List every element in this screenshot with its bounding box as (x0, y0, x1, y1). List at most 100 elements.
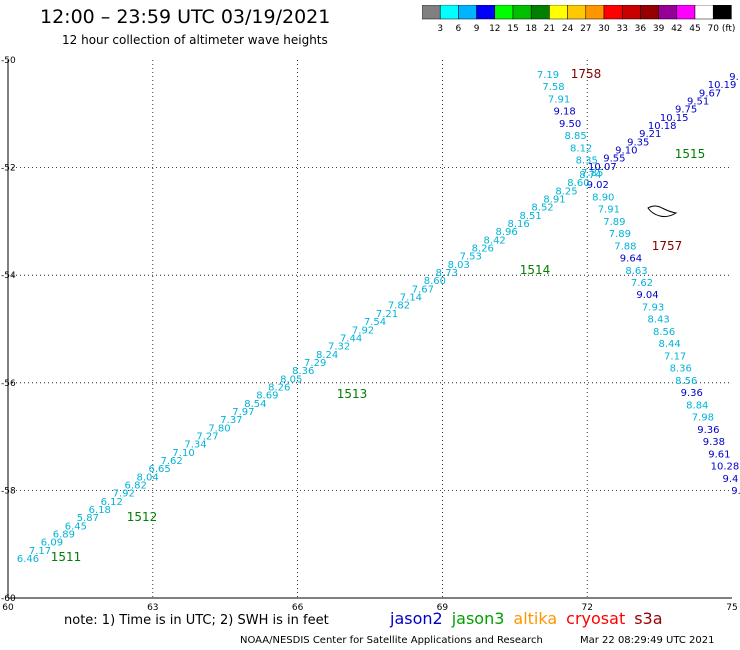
colorbar-label: 39 (653, 24, 665, 34)
colorbar-label: 15 (507, 24, 518, 34)
track-value-cryosat: 8.44 (659, 339, 681, 350)
track-value-jason3: 10.15 (660, 113, 689, 124)
wave-height-map[interactable]: 60 63 66 69 72 75-50-52-54-56-58-607.197.587.… (0, 0, 740, 610)
y-tick-label: -54 (1, 271, 16, 281)
track-value-cryosat: 7.88 (614, 241, 636, 252)
track-value-jason3: 9.10 (615, 146, 637, 157)
track-value-jason3: 9.55 (603, 154, 625, 165)
pass-label: 1512 (127, 510, 158, 524)
track-value-jason3: 6.12 (101, 497, 123, 508)
track-value-cryosat: 7.19 (537, 70, 559, 81)
track-value-cryosat: 9.4 (723, 474, 739, 485)
track-value-jason3: 7.14 (400, 293, 422, 304)
track-value-jason3: 9. (729, 72, 739, 83)
satellite-legend-s3a: s3a (634, 609, 663, 628)
satellite-legend-jason3: jason3 (451, 609, 505, 628)
track-value-cryosat: 9.18 (553, 107, 575, 118)
colorbar-label: 30 (598, 24, 610, 34)
track-value-jason3: 7.44 (340, 333, 362, 344)
track-value-cryosat: 7.93 (642, 302, 664, 313)
track-value-cryosat: 7.89 (609, 229, 631, 240)
colorbar-label: 45 (689, 24, 700, 34)
track-value-jason3: 10.19 (708, 80, 737, 91)
track-value-cryosat: 9.36 (681, 388, 703, 399)
track-value-jason3: 6.89 (53, 529, 75, 540)
x-tick-label: 69 (437, 603, 449, 610)
track-value-jason3: 7.34 (184, 440, 206, 451)
pass-label: 1511 (51, 550, 82, 564)
track-value-jason3: 9.75 (675, 105, 697, 116)
track-value-cryosat: 7.58 (542, 82, 564, 93)
y-tick-label: -60 (1, 594, 16, 604)
track-value-cryosat: 7.98 (692, 413, 714, 424)
track-value-jason3: 7.80 (208, 423, 230, 434)
footnote: note: 1) Time is in UTC; 2) SWH is in fe… (64, 613, 329, 628)
track-value-jason3: 7.97 (232, 407, 254, 418)
track-value-cryosat: 8.36 (670, 364, 692, 375)
track-value-jason3: 8.52 (531, 203, 553, 214)
track-value-cryosat: 9.04 (636, 290, 658, 301)
y-tick-label: -56 (1, 379, 16, 389)
page-title: 12:00 – 23:59 UTC 03/19/2021 (40, 6, 331, 28)
colorbar-label: 3 (437, 24, 443, 34)
track-value-cryosat: 9.38 (703, 437, 725, 448)
track-value-cryosat: 8.90 (592, 192, 614, 203)
track-value-cryosat: 8.85 (565, 131, 587, 142)
track-value-cryosat: 9.02 (587, 180, 609, 191)
page-subtitle: 12 hour collection of altimeter wave hei… (62, 33, 328, 47)
colorbar-label: 6 (456, 24, 462, 34)
pass-label: 1757 (652, 239, 683, 253)
track-value-jason3: 7.82 (388, 301, 410, 312)
track-value-jason3: 8.24 (316, 350, 338, 361)
track-value-jason3: 8.26 (268, 382, 290, 393)
track-value-jason3: 8.51 (519, 211, 541, 222)
track-value-cryosat: 7.91 (598, 205, 620, 216)
track-value-jason3: 10.07 (588, 162, 617, 173)
track-value-jason3: 8.60 (424, 276, 446, 287)
colorbar-label: 70 (707, 24, 719, 34)
track-value-jason3: 8.04 (137, 472, 159, 483)
credit-line: NOAA/NESDIS Center for Satellite Applica… (240, 635, 543, 646)
color-scale-bar: 3 6 9 12 15 18 21 24 27 30 33 36 39 42 45 70 (ft) (422, 5, 735, 34)
track-value-cryosat: 7.85 (581, 168, 603, 179)
pass-label: 1514 (520, 263, 551, 277)
track-value-jason3: 6.46 (17, 554, 39, 565)
track-value-jason3: 8.16 (507, 219, 529, 230)
track-value-jason3: 7.92 (113, 489, 135, 500)
track-value-jason3: 8.36 (292, 366, 314, 377)
track-value-jason3: 7.92 (352, 325, 374, 336)
track-value-jason3: 6.45 (65, 521, 87, 532)
track-value-jason3: 7.54 (364, 317, 386, 328)
colorbar-label: 36 (635, 24, 647, 34)
track-value-cryosat: 9.61 (708, 449, 730, 460)
track-value-jason3: 9.51 (687, 97, 709, 108)
track-value-jason3: 8.03 (448, 260, 470, 271)
track-value-jason3: 8.73 (436, 268, 458, 279)
satellite-legend: jason2 jason3 altika cryosat s3a (390, 609, 672, 628)
colorbar-label: 12 (489, 24, 500, 34)
colorbar-label: 9 (474, 24, 480, 34)
track-value-jason3: 6.18 (89, 505, 111, 516)
track-value-jason3: 8.96 (496, 227, 518, 238)
y-tick-label: -52 (1, 164, 16, 174)
track-value-jason3: 8.25 (555, 186, 577, 197)
track-value-jason3: 7.53 (460, 252, 482, 263)
track-value-jason3: 5.87 (77, 513, 99, 524)
satellite-legend-jason2: jason2 (390, 609, 443, 628)
track-value-jason3: 10.18 (648, 121, 677, 132)
track-value-cryosat: 8.56 (653, 327, 675, 338)
track-value-jason3: 8.74 (579, 170, 601, 181)
track-value-cryosat: 7.89 (603, 217, 625, 228)
x-tick-label: 75 (726, 603, 737, 610)
colorbar-label: 24 (562, 24, 574, 34)
y-tick-label: -58 (1, 486, 16, 496)
track-value-jason3: 7.67 (412, 284, 434, 295)
x-tick-label: 60 (2, 603, 14, 610)
x-tick-label: 63 (147, 603, 158, 610)
track-value-jason3: 6.65 (148, 464, 170, 475)
track-value-cryosat: 8.56 (675, 376, 697, 387)
track-value-jason3: 8.54 (244, 399, 266, 410)
track-value-cryosat: 7.17 (664, 351, 686, 362)
pass-label: 1513 (337, 387, 368, 401)
pass-label: 1758 (571, 67, 602, 81)
